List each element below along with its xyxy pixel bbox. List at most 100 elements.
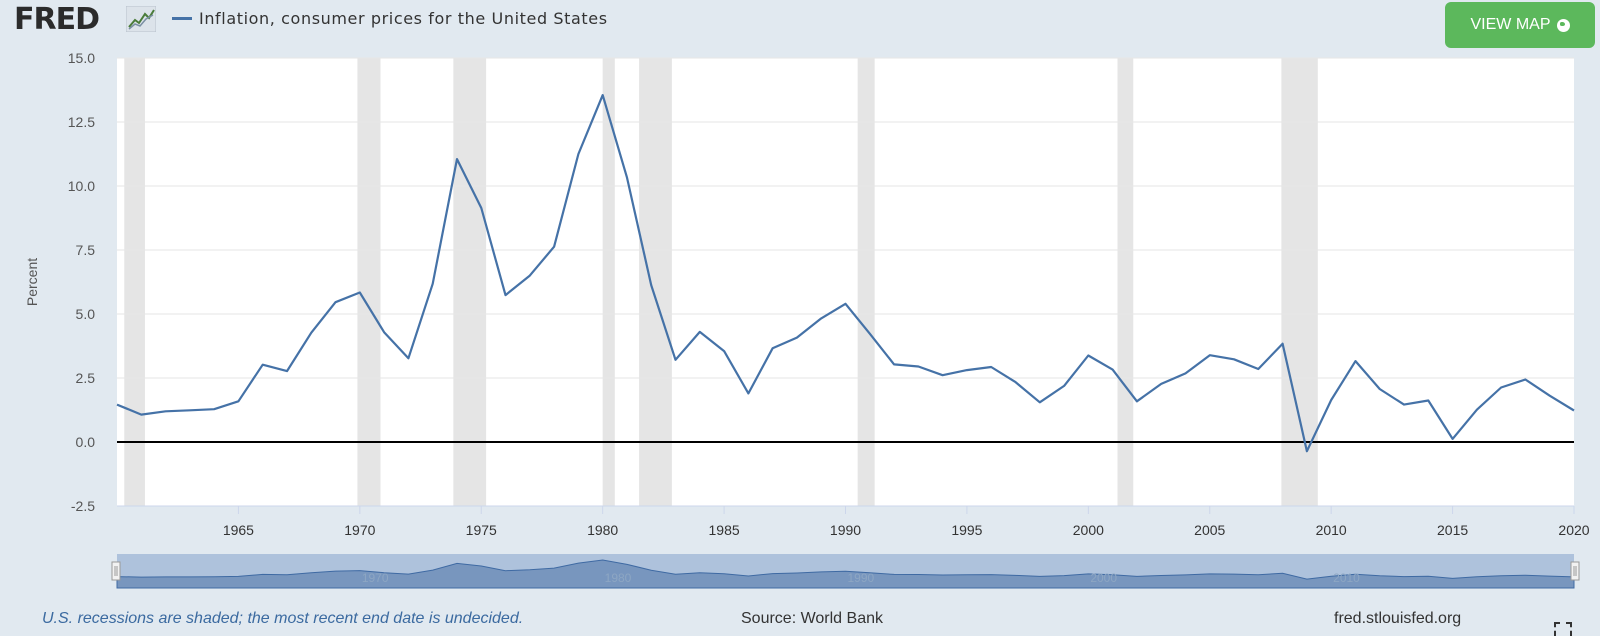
data-point[interactable]	[284, 368, 290, 374]
site-link[interactable]: fred.stlouisfed.org	[1334, 610, 1462, 627]
x-tick-label: 2015	[1437, 522, 1468, 538]
data-point[interactable]	[1255, 366, 1261, 372]
data-point[interactable]	[1134, 398, 1140, 404]
data-point[interactable]	[503, 292, 509, 298]
data-point[interactable]	[211, 406, 217, 412]
recession-band	[602, 58, 615, 506]
source-text: Source: World Bank	[741, 610, 883, 627]
data-point[interactable]	[624, 175, 630, 181]
data-point[interactable]	[1498, 384, 1504, 390]
recession-note: U.S. recessions are shaded; the most rec…	[42, 610, 524, 627]
data-point[interactable]	[1328, 397, 1334, 403]
data-point[interactable]	[187, 407, 193, 413]
recession-shading	[124, 58, 1318, 506]
recession-band	[1117, 58, 1134, 506]
data-point[interactable]	[1377, 386, 1383, 392]
y-axis-label: Percent	[24, 258, 40, 306]
data-point[interactable]	[430, 281, 436, 287]
data-point[interactable]	[1231, 356, 1237, 362]
data-point[interactable]	[1474, 407, 1480, 413]
data-point[interactable]	[454, 156, 460, 162]
data-point[interactable]	[1061, 383, 1067, 389]
data-point[interactable]	[1352, 358, 1358, 364]
fullscreen-icon[interactable]	[1554, 622, 1572, 636]
chart-header: FRED Inflation, consumer prices for the …	[0, 0, 1600, 50]
data-point[interactable]	[770, 345, 776, 351]
data-point[interactable]	[478, 205, 484, 211]
data-point[interactable]	[843, 301, 849, 307]
x-tick-label: 1980	[587, 522, 618, 538]
data-point[interactable]	[794, 335, 800, 341]
data-point[interactable]	[915, 363, 921, 369]
data-point[interactable]	[308, 330, 314, 336]
data-point[interactable]	[1012, 379, 1018, 385]
data-point[interactable]	[575, 151, 581, 157]
fred-logo[interactable]: FRED	[14, 2, 100, 37]
recession-band	[357, 58, 381, 506]
data-point[interactable]	[940, 372, 946, 378]
data-point[interactable]	[673, 357, 679, 363]
data-point[interactable]	[1037, 399, 1043, 405]
data-point[interactable]	[1425, 398, 1431, 404]
data-point[interactable]	[891, 361, 897, 367]
data-point[interactable]	[527, 273, 533, 279]
fred-graph-icon	[126, 6, 156, 32]
navigator-tick-label: 2010	[1333, 571, 1360, 585]
data-point[interactable]	[1571, 408, 1577, 414]
navigator-tick-label: 1980	[605, 571, 632, 585]
x-tick-label: 1995	[951, 522, 982, 538]
series-line[interactable]	[116, 94, 1575, 453]
x-tick-label: 2000	[1073, 522, 1104, 538]
data-point[interactable]	[551, 244, 557, 250]
data-point[interactable]	[1304, 448, 1310, 454]
legend-swatch	[172, 17, 192, 20]
line-chart[interactable]: 15.012.510.07.55.02.50.0-2.5 1965 1970 197…	[0, 0, 1600, 600]
data-point[interactable]	[721, 348, 727, 354]
data-point[interactable]	[648, 282, 654, 288]
data-point[interactable]	[697, 329, 703, 335]
globe-icon	[1556, 18, 1570, 32]
y-tick-label: -2.5	[71, 498, 95, 514]
chart-legend[interactable]: Inflation, consumer prices for the Unite…	[172, 9, 608, 28]
recession-band	[1281, 58, 1318, 506]
navigator-handle-left[interactable]	[111, 561, 121, 581]
data-point[interactable]	[1085, 352, 1091, 358]
data-point[interactable]	[988, 364, 994, 370]
x-tick-label: 1985	[709, 522, 740, 538]
x-tick-label: 1965	[223, 522, 254, 538]
data-point[interactable]	[1280, 341, 1286, 347]
data-point[interactable]	[600, 92, 606, 98]
x-tick-label: 1990	[830, 522, 861, 538]
data-point[interactable]	[1158, 381, 1164, 387]
data-point[interactable]	[964, 367, 970, 373]
range-navigator[interactable]: 1970 1980 1990 2000 2010	[111, 554, 1580, 589]
data-point[interactable]	[405, 355, 411, 361]
navigator-handle-right[interactable]	[1570, 561, 1580, 581]
data-point[interactable]	[114, 402, 120, 408]
data-point[interactable]	[1401, 402, 1407, 408]
data-point[interactable]	[1450, 436, 1456, 442]
y-tick-label: 2.5	[76, 370, 96, 386]
data-point[interactable]	[1522, 377, 1528, 383]
data-point[interactable]	[260, 362, 266, 368]
data-point[interactable]	[1110, 367, 1116, 373]
y-tick-label: 15.0	[68, 50, 95, 66]
data-point[interactable]	[818, 315, 824, 321]
data-point[interactable]	[867, 331, 873, 337]
view-map-button[interactable]: VIEW MAP	[1445, 2, 1595, 48]
data-point[interactable]	[1547, 393, 1553, 399]
y-axis-ticks: 15.0 12.5 10.0 7.5 5.0 2.5 0.0 -2.5	[68, 50, 95, 514]
data-point[interactable]	[138, 412, 144, 418]
navigator-ticks: 1970 1980 1990 2000 2010	[362, 571, 1360, 585]
data-point[interactable]	[357, 289, 363, 295]
data-point[interactable]	[381, 329, 387, 335]
data-point[interactable]	[1182, 370, 1188, 376]
x-tick-label: 2005	[1194, 522, 1225, 538]
data-point[interactable]	[1207, 352, 1213, 358]
data-point[interactable]	[163, 408, 169, 414]
legend-series-name: Inflation, consumer prices for the Unite…	[199, 9, 608, 28]
data-point[interactable]	[235, 398, 241, 404]
data-point[interactable]	[333, 299, 339, 305]
y-tick-label: 7.5	[76, 242, 96, 258]
data-point[interactable]	[745, 390, 751, 396]
